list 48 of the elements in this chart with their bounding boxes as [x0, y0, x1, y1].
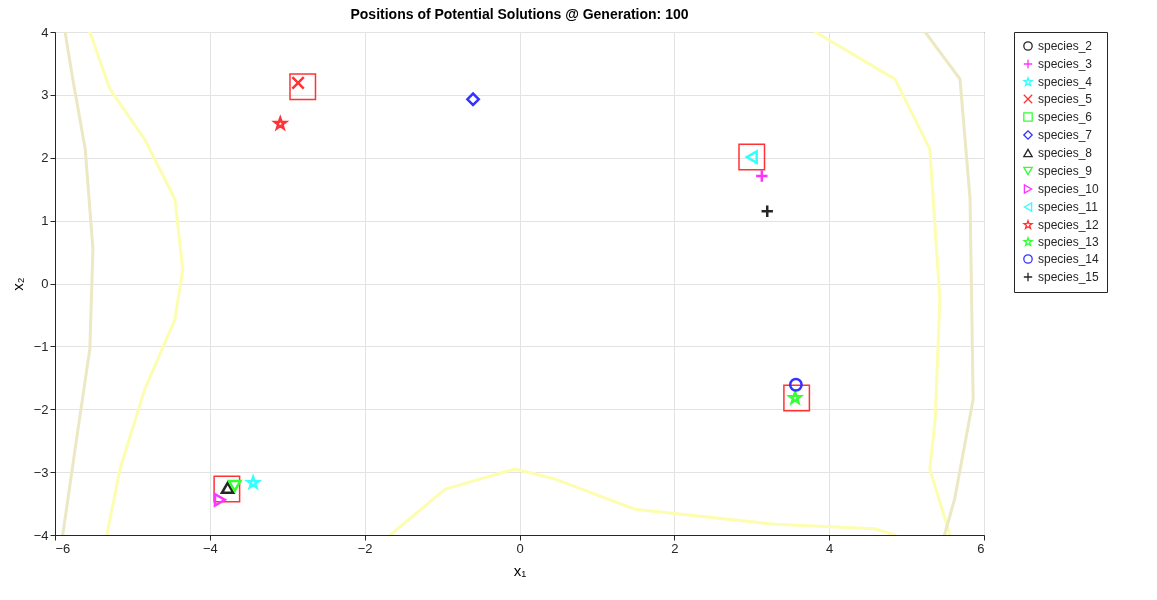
y-axis-title: x₂	[8, 277, 26, 291]
legend-label: species_10	[1038, 182, 1100, 196]
point	[760, 204, 775, 219]
point	[783, 384, 811, 412]
y-tick-label: −3	[33, 464, 49, 480]
legend-label: species_15	[1038, 270, 1100, 284]
point	[213, 475, 241, 503]
y-tick-label: 2	[41, 150, 49, 166]
line-series	[61, 32, 95, 535]
point	[244, 473, 262, 491]
x-tick-label: −2	[357, 540, 373, 556]
line-series	[923, 32, 975, 535]
legend-label: species_6	[1038, 110, 1093, 124]
x-tick-label: 4	[826, 540, 834, 556]
x-tick-label: −6	[55, 540, 71, 556]
line-series	[813, 32, 952, 535]
legend-label: species_8	[1038, 146, 1093, 160]
point	[466, 92, 480, 107]
legend-label: species_12	[1038, 218, 1100, 232]
chart-title: Positions of Potential Solutions @ Generation: 100	[350, 6, 689, 22]
point	[788, 377, 803, 392]
y-tick-label: 4	[41, 24, 49, 40]
x-tick-label: 6	[977, 540, 985, 556]
y-tick-label: 3	[41, 87, 49, 103]
legend-label: species_2	[1038, 39, 1093, 53]
x-tick-label: 2	[671, 540, 679, 556]
point	[213, 492, 227, 507]
x-axis-title: x₁	[513, 561, 527, 579]
legend-label: species_7	[1038, 128, 1093, 142]
y-tick-label: −2	[33, 401, 49, 417]
legend-label: species_13	[1038, 235, 1100, 249]
point	[738, 143, 766, 171]
legend-label: species_4	[1038, 75, 1093, 89]
legend-label: species_9	[1038, 164, 1093, 178]
legend-label: species_3	[1038, 57, 1093, 71]
point	[754, 169, 769, 183]
line-series	[388, 467, 897, 535]
legend-label: species_14	[1038, 252, 1100, 266]
y-tick-label: −1	[33, 338, 49, 354]
legend-label: species_5	[1038, 92, 1093, 106]
legend-label: species_11	[1038, 200, 1099, 214]
y-tick-label: 1	[41, 213, 49, 229]
x-tick-label: 0	[516, 540, 524, 556]
line-series	[88, 32, 185, 535]
x-tick-label: −4	[202, 540, 218, 556]
point	[289, 73, 317, 101]
y-tick-label: 0	[41, 276, 49, 291]
y-tick-label: −4	[33, 527, 49, 543]
